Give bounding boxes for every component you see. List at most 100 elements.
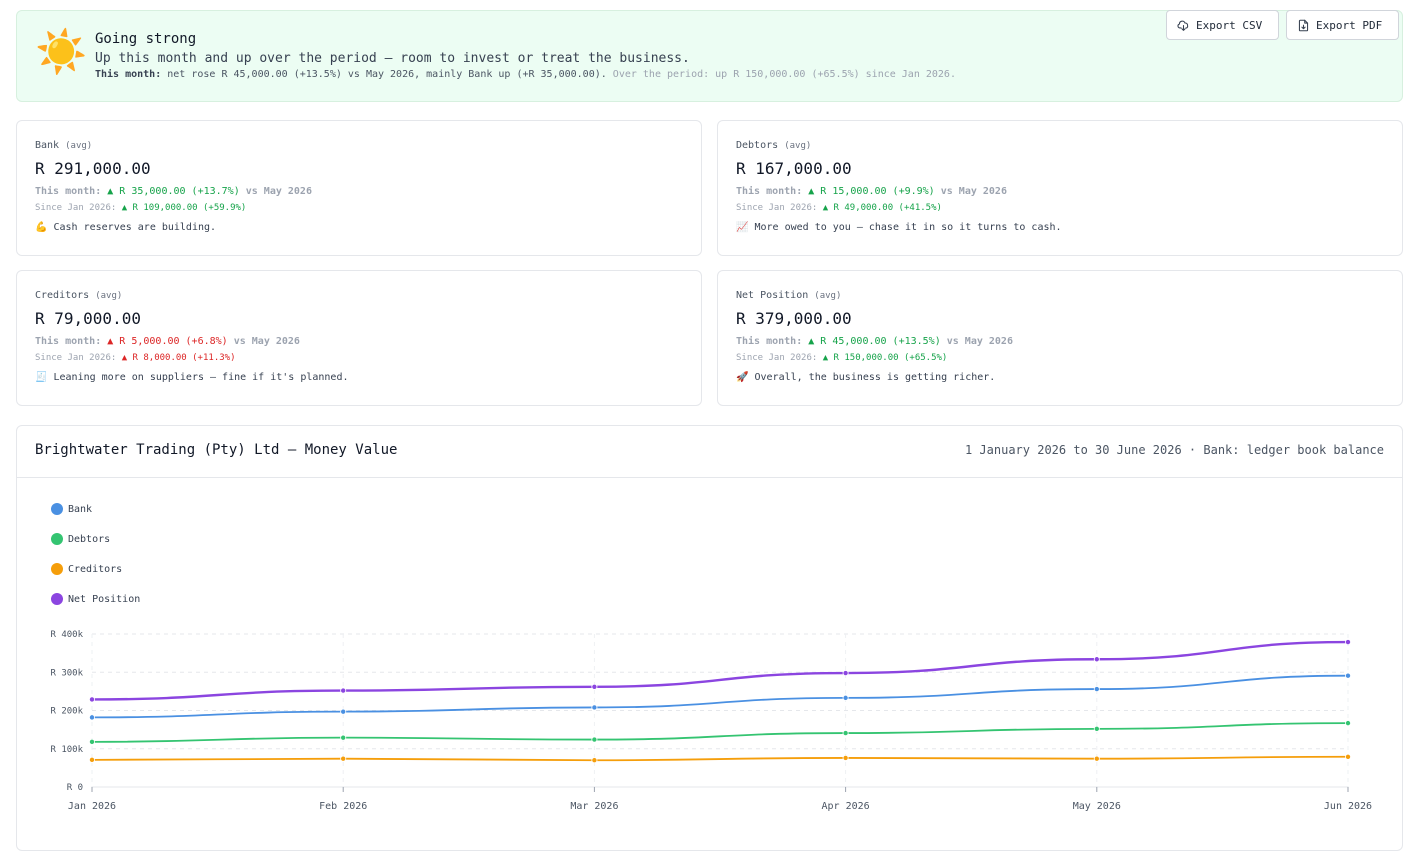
- data-point: [340, 687, 347, 694]
- legend-label: Creditors: [68, 563, 123, 575]
- since-label: Since Jan 2026:: [736, 203, 818, 213]
- legend-swatch: [51, 533, 63, 545]
- legend-item[interactable]: Debtors: [51, 533, 110, 545]
- card-value: R 79,000.00: [35, 309, 141, 328]
- series-line: [91, 674, 1349, 719]
- card-value: R 167,000.00: [736, 159, 852, 178]
- card-note-text: More owed to you — chase it in so it tur…: [754, 222, 1062, 233]
- data-point: [591, 736, 598, 743]
- data-point: [89, 696, 96, 703]
- card-note-text: Overall, the business is getting richer.: [754, 372, 996, 383]
- data-point: [89, 714, 96, 721]
- card-note: 🧾 Leaning more on suppliers — fine if it…: [35, 372, 349, 383]
- card-note-text: Leaning more on suppliers — fine if it's…: [53, 372, 349, 383]
- card-note-text: Cash reserves are building.: [53, 222, 217, 233]
- month-vs: vs May 2026: [245, 186, 312, 197]
- since-change: ▲ R 150,000.00 (+65.5%): [822, 353, 948, 363]
- chart-title: Brightwater Trading (Pty) Ltd — Money Va…: [35, 442, 398, 458]
- card-label-text: Debtors: [736, 140, 779, 151]
- card-month-change: This month: ▲ R 5,000.00 (+6.8%) vs May …: [35, 336, 300, 347]
- data-point: [89, 756, 96, 763]
- export-csv-label: Export CSV: [1196, 18, 1263, 32]
- data-point: [1093, 656, 1100, 663]
- month-label: This month:: [736, 336, 803, 347]
- data-point: [1093, 725, 1100, 732]
- x-tick-label: Mar 2026: [570, 801, 618, 812]
- receipt-icon: 🧾: [35, 372, 48, 383]
- legend-swatch: [51, 503, 63, 515]
- legend-swatch: [51, 593, 63, 605]
- month-change: ▲ R 5,000.00 (+6.8%): [107, 336, 228, 347]
- y-tick-label: R 300k: [50, 668, 83, 678]
- legend-item[interactable]: Bank: [51, 503, 92, 515]
- line-chart: R 0 R 100k R 200k R 300k R 400k Jan 2026 Feb 2…: [50, 630, 1372, 812]
- file-download-icon: [1298, 19, 1309, 31]
- series-line: [91, 755, 1349, 762]
- data-point: [340, 708, 347, 715]
- card-note: 📈 More owed to you — chase it in so it t…: [736, 222, 1062, 233]
- month-label: This month:: [35, 336, 102, 347]
- card-note: 💪 Cash reserves are building.: [35, 222, 216, 233]
- x-tick-label: Apr 2026: [822, 801, 870, 812]
- month-change: ▲ R 35,000.00 (+13.7%): [107, 186, 240, 197]
- card-since-change: Since Jan 2026: ▲ R 150,000.00 (+65.5%): [736, 353, 947, 363]
- banner-subtitle: Up this month and up over the period — r…: [95, 51, 690, 66]
- banner-detail-label: This month:: [95, 69, 162, 80]
- data-point: [842, 694, 849, 701]
- month-label: This month:: [736, 186, 803, 197]
- x-tick-label: May 2026: [1073, 801, 1121, 812]
- x-tick-label: Jan 2026: [68, 801, 116, 812]
- data-point: [89, 738, 96, 745]
- banner-detail: This month: net rose R 45,000.00 (+13.5%…: [95, 69, 956, 80]
- card-label: Creditors (avg): [35, 290, 122, 301]
- card-label: Net Position (avg): [736, 290, 841, 301]
- export-csv-button[interactable]: Export CSV: [1166, 10, 1279, 40]
- card-since-change: Since Jan 2026: ▲ R 8,000.00 (+11.3%): [35, 353, 236, 363]
- card-value: R 291,000.00: [35, 159, 151, 178]
- card-avg: (avg): [784, 141, 812, 151]
- since-change: ▲ R 49,000.00 (+41.5%): [822, 203, 942, 213]
- data-point: [340, 755, 347, 762]
- export-pdf-label: Export PDF: [1316, 18, 1383, 32]
- banner-detail-period: Over the period: up R 150,000.00 (+65.5%…: [612, 69, 956, 80]
- card-since-change: Since Jan 2026: ▲ R 49,000.00 (+41.5%): [736, 203, 942, 213]
- legend-item[interactable]: Net Position: [51, 593, 140, 605]
- card-value: R 379,000.00: [736, 309, 852, 328]
- download-icon: [1177, 20, 1189, 31]
- export-pdf-button[interactable]: Export PDF: [1286, 10, 1399, 40]
- y-tick-label: R 100k: [50, 745, 83, 755]
- card-month-change: This month: ▲ R 15,000.00 (+9.9%) vs May…: [736, 186, 1007, 197]
- chart-header: Brightwater Trading (Pty) Ltd — Money Va…: [17, 426, 1402, 478]
- kpi-card-net-position: Net Position (avg) R 379,000.00 This mon…: [717, 270, 1403, 406]
- data-point: [1093, 686, 1100, 693]
- data-point: [591, 704, 598, 711]
- legend-swatch: [51, 563, 63, 575]
- rocket-icon: 🚀: [736, 372, 749, 383]
- sun-icon: ☀️: [35, 27, 88, 76]
- month-label: This month:: [35, 186, 102, 197]
- x-tick-label: Jun 2026: [1324, 801, 1372, 812]
- data-point: [340, 734, 347, 741]
- y-tick-label: R 400k: [50, 630, 83, 640]
- card-avg: (avg): [95, 291, 123, 301]
- card-label: Debtors (avg): [736, 140, 811, 151]
- data-point: [842, 730, 849, 737]
- since-change: ▲ R 8,000.00 (+11.3%): [121, 353, 236, 363]
- card-label-text: Creditors: [35, 290, 90, 301]
- card-avg: (avg): [814, 291, 842, 301]
- x-tick-label: Feb 2026: [319, 801, 367, 812]
- legend-item[interactable]: Creditors: [51, 563, 122, 575]
- month-vs: vs May 2026: [940, 186, 1007, 197]
- y-tick-label: R 0: [67, 783, 83, 793]
- month-vs: vs May 2026: [946, 336, 1013, 347]
- legend-label: Bank: [68, 503, 93, 515]
- data-point: [1345, 720, 1352, 727]
- kpi-card-creditors: Creditors (avg) R 79,000.00 This month: …: [16, 270, 702, 406]
- card-month-change: This month: ▲ R 45,000.00 (+13.5%) vs Ma…: [736, 336, 1013, 347]
- data-point: [1345, 753, 1352, 760]
- banner-detail-text: net rose R 45,000.00 (+13.5%) vs May 202…: [167, 69, 607, 80]
- data-point: [591, 683, 598, 690]
- card-label: Bank (avg): [35, 140, 92, 151]
- series-line: [91, 722, 1349, 743]
- card-since-change: Since Jan 2026: ▲ R 109,000.00 (+59.9%): [35, 203, 246, 213]
